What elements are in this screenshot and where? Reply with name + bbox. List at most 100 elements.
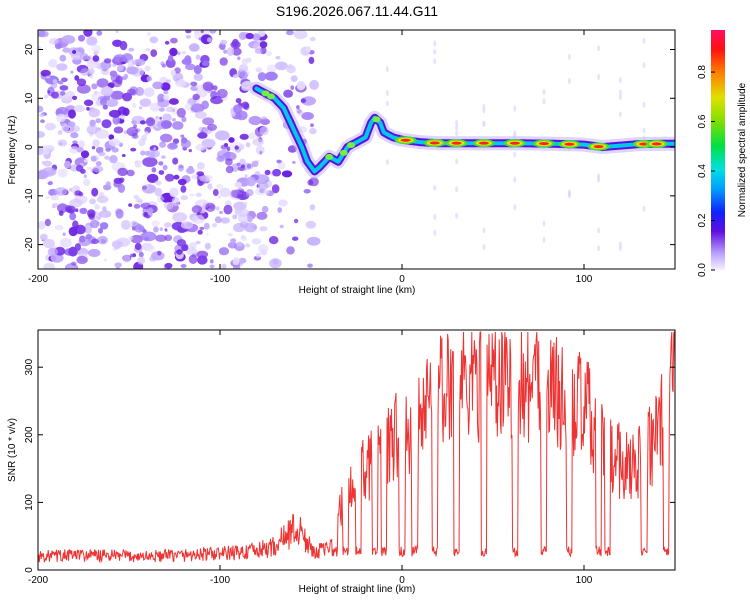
noise-blob: [84, 224, 92, 234]
noise-blob: [52, 202, 59, 208]
noise-blob: [195, 192, 202, 197]
noise-blob: [216, 155, 226, 162]
noise-blob: [189, 193, 195, 197]
streak-blob: [642, 37, 646, 44]
noise-blob: [165, 58, 176, 68]
noise-blob: [145, 117, 156, 127]
noise-blob: [74, 75, 80, 81]
noise-blob: [296, 105, 300, 110]
noise-blob: [245, 243, 251, 248]
noise-blob: [74, 157, 88, 167]
noise-blob: [38, 46, 42, 50]
noise-blob: [309, 127, 317, 135]
noise-blob: [70, 132, 79, 139]
noise-blob: [209, 264, 215, 269]
noise-blob: [86, 124, 99, 135]
noise-blob: [145, 48, 151, 52]
noise-blob: [209, 30, 217, 34]
noise-blob: [158, 107, 165, 112]
noise-blob: [108, 138, 121, 147]
noise-blob: [66, 205, 76, 214]
noise-blob: [134, 160, 142, 168]
noise-blob: [198, 37, 203, 41]
noise-blob: [212, 188, 219, 197]
noise-blob: [308, 177, 319, 187]
streak-blob: [542, 98, 546, 105]
noise-blob: [79, 53, 89, 61]
noise-blob: [149, 255, 157, 262]
noise-blob: [90, 155, 97, 162]
noise-blob: [112, 63, 117, 67]
noise-blob: [58, 210, 64, 216]
noise-blob: [286, 246, 295, 255]
noise-blob: [79, 207, 88, 215]
noise-blob: [151, 220, 160, 227]
noise-blob: [40, 119, 45, 124]
noise-blob: [259, 226, 268, 232]
streak-blob: [433, 58, 437, 65]
noise-blob: [58, 168, 68, 178]
noise-blob: [120, 114, 125, 120]
noise-blob: [161, 155, 166, 159]
noise-blob: [57, 80, 64, 85]
noise-blob: [89, 198, 96, 205]
noise-blob: [185, 63, 196, 71]
snr-plot-area: [38, 330, 675, 570]
ridge-spot: [325, 153, 334, 160]
noise-blob: [83, 178, 91, 187]
noise-blob: [236, 162, 241, 167]
noise-blob: [296, 108, 302, 114]
noise-blob: [72, 50, 77, 54]
noise-blob: [236, 241, 243, 247]
noise-blob: [167, 142, 178, 150]
streak-blob: [385, 159, 389, 166]
noise-blob: [47, 90, 51, 94]
noise-blob: [151, 167, 157, 173]
noise-blob: [255, 171, 261, 176]
noise-blob: [57, 130, 63, 135]
noise-blob: [138, 226, 145, 232]
streak-blob: [642, 62, 646, 69]
noise-blob: [158, 161, 164, 166]
noise-blob: [252, 33, 261, 41]
y-tick-label: 20: [24, 44, 35, 56]
noise-blob: [195, 240, 201, 245]
noise-blob: [301, 96, 316, 106]
noise-blob: [255, 145, 265, 155]
noise-blob: [164, 40, 170, 45]
noise-blob: [121, 220, 131, 230]
noise-blob: [192, 93, 200, 101]
noise-blob: [237, 213, 251, 223]
y-tick-label: 0: [24, 567, 35, 573]
noise-blob: [94, 204, 101, 210]
noise-blob: [62, 47, 71, 53]
ridge-peak-core: [564, 142, 575, 146]
noise-blob: [117, 183, 126, 193]
noise-blob: [143, 87, 155, 97]
noise-blob: [150, 49, 158, 57]
noise-blob: [118, 180, 124, 184]
noise-blob: [171, 118, 176, 122]
streak-blob: [433, 229, 437, 236]
noise-blob: [126, 66, 139, 75]
noise-blob: [202, 81, 214, 92]
noise-blob: [255, 67, 263, 73]
noise-blob: [308, 56, 315, 64]
snr-x-ticks: -200 -100 0 100: [28, 330, 593, 586]
noise-blob: [140, 150, 146, 156]
noise-blob: [271, 184, 280, 194]
noise-blob: [217, 195, 221, 199]
noise-blob: [43, 94, 49, 99]
noise-blob: [197, 132, 208, 139]
noise-blob: [139, 98, 152, 107]
noise-blob: [132, 59, 142, 66]
noise-blob: [233, 201, 247, 211]
noise-blob: [181, 58, 192, 65]
streak-blob: [433, 214, 437, 220]
noise-blob: [91, 238, 99, 245]
streak-blob: [567, 192, 571, 199]
noise-blob: [78, 34, 85, 42]
noise-blob: [64, 160, 71, 169]
noise-blob: [237, 166, 245, 171]
